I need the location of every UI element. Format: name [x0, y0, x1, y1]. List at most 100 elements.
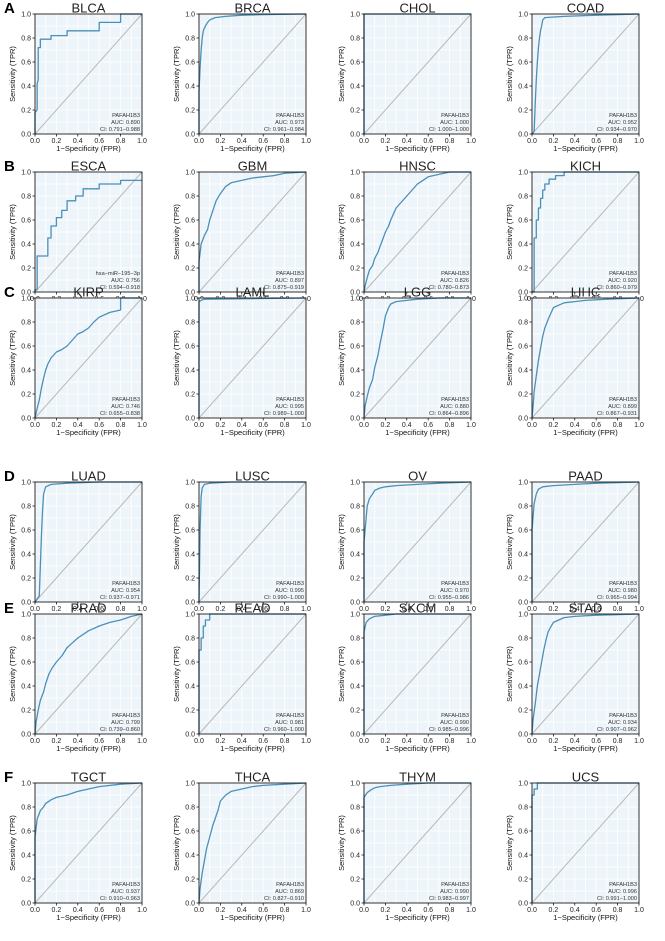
y-tick-label: 0.0: [518, 731, 528, 738]
x-axis-label: 1−Specificity (FPR): [56, 913, 121, 922]
auc-annotation-line: CI: 0.961−0.984: [264, 127, 304, 133]
panel-title: THCA: [235, 770, 271, 785]
y-tick-label: 0.2: [518, 707, 528, 714]
x-tick-label: 0.4: [570, 422, 580, 429]
x-axis-label: 1−Specificity (FPR): [385, 913, 450, 922]
x-tick-label: 0.8: [613, 738, 623, 745]
x-tick-label: 0.8: [280, 907, 290, 914]
roc-curve: [531, 13, 640, 135]
y-axis-label: Sensitivity (TPR): [172, 46, 181, 102]
x-tick-label: 0.2: [381, 422, 391, 429]
x-tick-label: 1.0: [634, 422, 644, 429]
y-tick-label: 0.6: [350, 343, 360, 350]
x-tick-label: 1.0: [301, 907, 311, 914]
auc-annotation-line: CI: 0.739−0.860: [100, 727, 140, 733]
auc-annotation-line: PAFAH1B3: [609, 113, 637, 119]
row-letter: F: [4, 769, 13, 786]
x-axis-label: 1−Specificity (FPR): [553, 913, 618, 922]
row-letter: A: [4, 0, 15, 17]
diagonal-reference-line: [198, 13, 307, 135]
y-tick-label: 0.2: [185, 391, 195, 398]
auc-annotation-line: PAFAH1B3: [112, 713, 140, 719]
y-tick-label: 0.8: [518, 35, 528, 42]
roc-curve: [34, 297, 142, 419]
diagonal-reference-line: [34, 171, 143, 293]
x-tick-label: 1.0: [466, 138, 476, 145]
auc-annotation-line: AUC: 0.996: [608, 889, 637, 895]
y-tick-label: 0.0: [350, 599, 360, 606]
y-tick-label: 0.8: [185, 35, 195, 42]
axes-frame: [34, 171, 143, 293]
axes-frame: [198, 782, 307, 904]
x-tick-label: 0.8: [613, 138, 623, 145]
auc-annotation-line: CI: 0.827−0.910: [264, 896, 304, 902]
x-tick-label: 1.0: [301, 606, 311, 613]
diagonal-reference-line: [198, 782, 307, 904]
x-tick-label: 1.0: [466, 606, 476, 613]
diagonal-reference-line: [34, 782, 143, 904]
y-axis-label: Sensitivity (TPR): [337, 815, 346, 871]
roc-panel-lusc: 0.00.0 0.2 0.2 0.4 0.4 0.6 0.6 0.8 0.8 1.0 1.0 LUSC…: [172, 469, 311, 622]
y-tick-label: 0.0: [185, 731, 195, 738]
y-tick-label: 0.4: [21, 551, 31, 558]
roc-panel-read: 0.00.00.20.20.40.40.60.60.80.81.01.0 READ…: [172, 601, 311, 754]
x-tick-label: 1.0: [466, 422, 476, 429]
y-tick-label: 0.4: [21, 241, 31, 248]
y-tick-label: 0.6: [21, 659, 31, 666]
y-axis-label: Sensitivity (TPR): [505, 646, 514, 702]
y-tick-label: 0.6: [350, 217, 360, 224]
x-tick-label: 0.8: [280, 422, 290, 429]
y-tick-label: 0.6: [185, 659, 195, 666]
y-tick-label: 1.0: [350, 295, 360, 302]
x-tick-label: 1.0: [301, 738, 311, 745]
y-tick-label: 0.2: [185, 707, 195, 714]
auc-annotation-line: AUC: 1.000: [440, 120, 469, 126]
x-tick-label: 0.6: [94, 738, 104, 745]
x-axis-label: 1−Specificity (FPR): [220, 428, 285, 437]
y-tick-label: 0.0: [518, 289, 528, 296]
auc-annotation-line: PAFAH1B3: [441, 581, 469, 587]
y-axis-label: Sensitivity (TPR): [8, 514, 17, 570]
roc-panel-ucs: 0.00.0 0.2 0.2 0.4 0.4 0.6 0.6 0.8 0.8 1.0 1.0 UCS 1…: [505, 770, 644, 923]
x-tick-label: 0.6: [423, 422, 433, 429]
auc-annotation-line: AUC: 0.799: [111, 720, 140, 726]
x-tick-label: 0.2: [381, 606, 391, 613]
x-tick-label: 0.6: [423, 606, 433, 613]
x-axis-label: 1−Specificity (FPR): [56, 428, 121, 437]
x-tick-label: 0.0: [194, 907, 204, 914]
y-axis-label: Sensitivity (TPR): [8, 815, 17, 871]
y-tick-label: 0.8: [21, 635, 31, 642]
x-tick-label: 0.0: [359, 138, 369, 145]
axes-frame: [531, 782, 640, 904]
row-letter: E: [4, 600, 14, 617]
x-tick-label: 0.4: [237, 138, 247, 145]
y-tick-label: 0.2: [350, 575, 360, 582]
x-tick-label: 0.8: [116, 422, 126, 429]
axes-frame: [363, 613, 472, 735]
x-axis-label: 1−Specificity (FPR): [220, 144, 285, 153]
y-tick-label: 0.8: [518, 635, 528, 642]
diagonal-reference-line: [531, 481, 640, 603]
x-tick-label: 0.0: [527, 606, 537, 613]
y-tick-label: 1.0: [350, 611, 360, 618]
x-tick-label: 0.6: [258, 606, 268, 613]
x-tick-label: 0.8: [445, 138, 455, 145]
y-tick-label: 0.0: [350, 131, 360, 138]
auc-annotation-line: CI: 0.955−0.986: [429, 595, 469, 601]
x-tick-label: 0.0: [194, 606, 204, 613]
x-tick-label: 1.0: [301, 422, 311, 429]
y-tick-label: 1.0: [21, 295, 31, 302]
auc-annotation-line: CI: 0.594−0.918: [100, 285, 140, 291]
auc-annotation-line: CI: 0.960−1.000: [264, 727, 304, 733]
roc-curve: [198, 613, 306, 734]
x-tick-label: 0.4: [570, 907, 580, 914]
y-tick-label: 0.0: [21, 900, 31, 907]
y-tick-label: 0.8: [350, 35, 360, 42]
x-tick-label: 0.2: [52, 606, 62, 613]
x-tick-label: 0.0: [359, 606, 369, 613]
auc-annotation-line: CI: 0.937−0.971: [100, 595, 140, 601]
y-axis-label: Sensitivity (TPR): [337, 204, 346, 260]
y-tick-label: 0.2: [185, 575, 195, 582]
x-tick-label: 0.4: [402, 738, 412, 745]
